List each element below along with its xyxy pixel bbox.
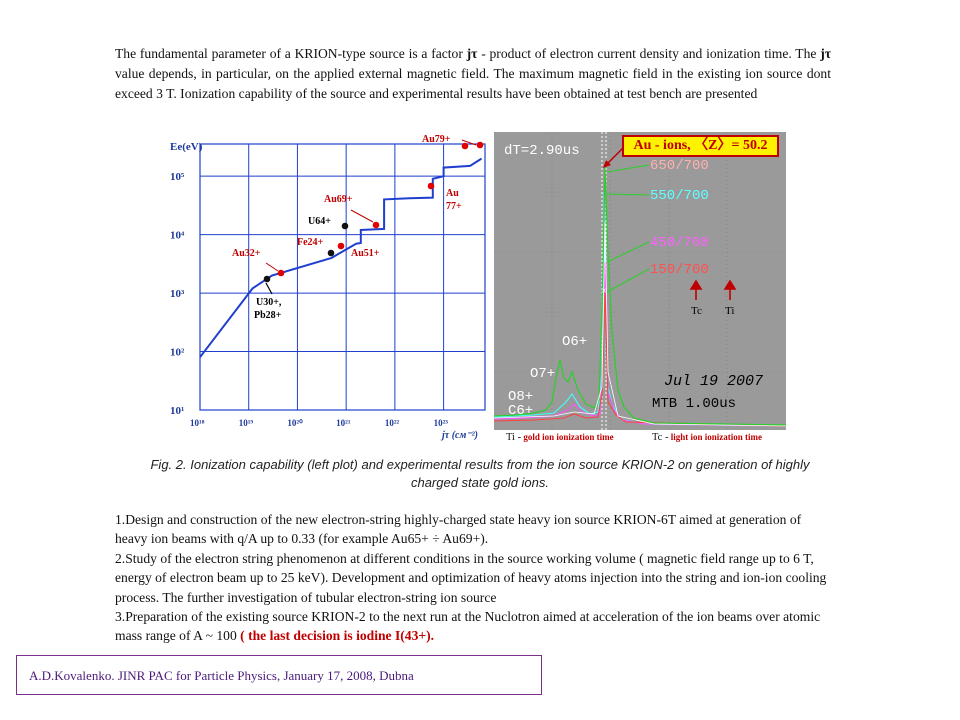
ion-markers [263, 141, 484, 283]
marker-u30 [263, 275, 271, 283]
black-arrows [265, 282, 273, 295]
oscilloscope-panel: dT=2.90us 650/700 550/700 450/700 150/70… [494, 132, 790, 445]
tc-legend-symbol: Tc - [652, 432, 669, 443]
peak-o7: O7+ [530, 366, 555, 382]
intro-jtau-2: jτ [820, 46, 831, 61]
label-pb28: Pb28+ [254, 310, 282, 321]
oscilloscope-traces: dT=2.90us 650/700 550/700 450/700 150/70… [494, 132, 786, 430]
marker-au79a [461, 142, 469, 150]
plot-grid [199, 143, 486, 411]
work-items: 1.Design and construction of the new ele… [115, 510, 835, 646]
tc-label: Tc [691, 305, 702, 317]
figure-caption: Fig. 2. Ionization capability (left plot… [150, 457, 810, 490]
label-au77-a: Au [446, 188, 459, 199]
y-axis-label: Ee(eV) [170, 141, 203, 153]
ion-labels: Au79+ Au69+ Au 77+ U64+ Fe24+ Au51+ Au32… [232, 134, 462, 321]
y-tick-label: 10² [170, 347, 185, 359]
trace-label-450: 450/700 [650, 235, 709, 251]
ti-label: Ti [725, 305, 734, 317]
scope-x-marker: × [601, 286, 607, 297]
item-1: 1.Design and construction of the new ele… [115, 512, 802, 547]
marker-au32 [277, 269, 285, 277]
oscilloscope-screen: dT=2.90us 650/700 550/700 450/700 150/70… [494, 132, 786, 430]
intro-part3: value depends, in particular, on the app… [115, 66, 831, 101]
peak-c6: C6+ [508, 403, 533, 419]
intro-jtau-1: jτ [466, 46, 478, 61]
item-3-highlight: ( the last decision is iodine I(43+). [240, 628, 435, 644]
x-axis-label: jτ (см⁻²) [440, 430, 478, 441]
x-tick-labels: 10¹⁸ 10¹⁹ 10²⁰ 10²¹ 10²² 10²³ [190, 418, 448, 428]
x-tick-label: 10¹⁹ [239, 418, 254, 428]
marker-au69 [372, 221, 380, 229]
marker-au77 [427, 182, 435, 190]
label-au69: Au69+ [324, 194, 353, 205]
peak-o6: O6+ [562, 334, 587, 350]
y-tick-label: 10⁵ [170, 171, 185, 183]
tc-legend: Tc - light ion ionization time [652, 432, 762, 443]
x-tick-label: 10²² [385, 418, 400, 428]
trace-label-650: 650/700 [650, 158, 709, 174]
au-ions-badge: Au - ions, 〈Z〉= 50.2 [622, 135, 779, 157]
intro-part1: The fundamental parameter of a KRION-typ… [115, 46, 467, 61]
footer-citation: A.D.Kovalenko. JINR PAC for Particle Phy… [16, 655, 542, 695]
intro-paragraph: The fundamental parameter of a KRION-typ… [115, 44, 831, 104]
peak-o8: O8+ [508, 389, 533, 405]
marker-u64 [341, 222, 349, 230]
trace-450 [494, 261, 786, 427]
label-au51: Au51+ [351, 248, 380, 259]
label-u30: U30+, [256, 297, 282, 308]
x-tick-label: 10²³ [434, 418, 449, 428]
marker-fe24 [327, 249, 335, 257]
au-box-arrow [603, 147, 624, 168]
trace-650 [494, 166, 786, 426]
trace-white [494, 221, 786, 427]
label-fe24: Fe24+ [297, 237, 324, 248]
intro-part2: - product of electron current density an… [477, 46, 821, 61]
label-au77-b: 77+ [446, 201, 462, 212]
x-tick-label: 10²⁰ [287, 418, 303, 428]
x-tick-label: 10²¹ [336, 418, 351, 428]
y-tick-label: 10⁴ [170, 230, 185, 242]
y-tick-label: 10¹ [170, 405, 184, 417]
tc-legend-text: light ion ionization time [668, 432, 762, 442]
ti-legend-text: gold ion ionization time [521, 432, 614, 442]
ionization-capability-plot: 10¹ 10² 10³ 10⁴ 10⁵ 10¹⁸ 10¹⁹ 10²⁰ 10²¹ 10²² 10²³… [170, 134, 486, 441]
scope-timebase: MTB 1.00us [652, 396, 736, 412]
scope-header: dT=2.90us [504, 143, 580, 159]
trace-label-550: 550/700 [650, 188, 709, 204]
marker-au79b [476, 141, 484, 149]
scope-date: Jul 19 2007 [664, 373, 763, 390]
ti-legend: Ti - gold ion ionization time [506, 432, 614, 443]
item-3: 3.Preparation of the existing source KRI… [115, 607, 835, 646]
y-tick-label: 10³ [170, 288, 185, 300]
ion-label-arrows [265, 139, 477, 272]
label-au32: Au32+ [232, 248, 261, 259]
y-tick-labels: 10¹ 10² 10³ 10⁴ 10⁵ [170, 171, 185, 417]
label-u64: U64+ [308, 216, 331, 227]
ti-legend-symbol: Ti - [506, 432, 522, 443]
ionization-curve [199, 157, 483, 358]
marker-au51 [337, 242, 345, 250]
x-tick-label: 10¹⁸ [190, 418, 205, 428]
item-3-main: 3.Preparation of the existing source KRI… [115, 609, 821, 644]
trace-550 [494, 191, 786, 427]
item-2: 2.Study of the electron string phenomeno… [115, 550, 827, 605]
trace-label-150: 150/700 [650, 262, 709, 278]
tc-ti-arrows [689, 279, 737, 300]
label-au79: Au79+ [422, 134, 451, 145]
label-lines [606, 164, 650, 293]
